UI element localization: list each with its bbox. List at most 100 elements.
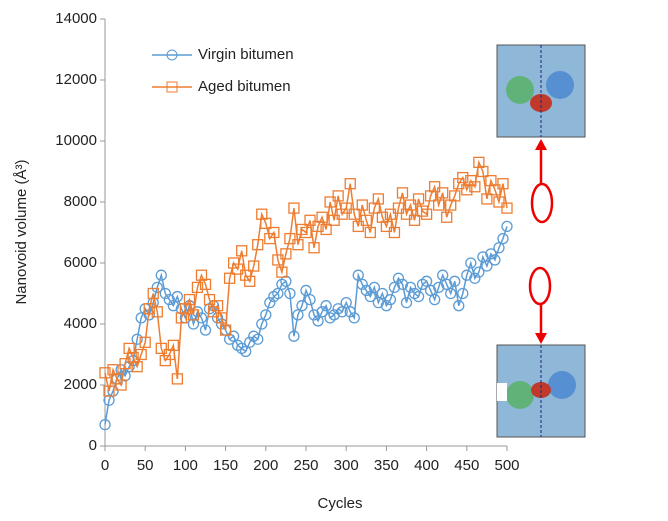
marker (139, 336, 151, 348)
marker (167, 339, 179, 352)
marker (300, 284, 312, 297)
marker (497, 232, 509, 245)
marker (272, 287, 284, 300)
marker (115, 379, 127, 391)
marker (111, 373, 123, 385)
marker (264, 296, 276, 309)
marker (396, 278, 409, 291)
marker (388, 226, 401, 239)
marker (103, 394, 115, 406)
marker (304, 293, 316, 306)
marker (441, 278, 453, 291)
marker (364, 226, 376, 239)
x-tick-label: 250 (293, 457, 318, 474)
marker (199, 324, 212, 336)
marker (232, 263, 244, 275)
marker (292, 239, 304, 251)
marker (312, 315, 324, 327)
marker (252, 239, 264, 251)
marker (441, 211, 453, 223)
marker (469, 272, 481, 284)
marker (445, 287, 457, 300)
marker (159, 354, 171, 367)
marker (236, 245, 248, 257)
marker (384, 293, 397, 306)
marker (344, 306, 356, 318)
marker (296, 300, 308, 312)
marker (461, 269, 473, 281)
marker (107, 364, 119, 376)
inset-top (496, 44, 586, 138)
marker (433, 281, 445, 294)
legend-marker (166, 49, 178, 61)
marker (348, 312, 360, 324)
marker (175, 312, 188, 324)
marker (485, 248, 497, 260)
marker (485, 174, 497, 187)
marker (268, 226, 280, 239)
marker (449, 190, 461, 202)
x-tick-label: 200 (253, 457, 278, 474)
marker (167, 300, 179, 312)
marker (163, 348, 175, 361)
marker (424, 190, 437, 202)
legend-marker (166, 81, 178, 93)
marker (360, 214, 372, 226)
marker (332, 190, 344, 202)
marker (227, 257, 240, 269)
marker (388, 281, 401, 294)
marker (348, 208, 360, 220)
marker (344, 178, 356, 190)
marker (256, 208, 268, 220)
marker (424, 284, 437, 297)
inset-bottom (496, 344, 586, 438)
marker (288, 202, 300, 214)
marker (207, 306, 220, 318)
marker (457, 171, 469, 184)
marker (376, 287, 389, 300)
marker (171, 373, 184, 385)
x-tick-label: 400 (414, 457, 439, 474)
marker (244, 275, 256, 287)
marker (457, 287, 469, 300)
marker (272, 254, 284, 266)
marker (248, 260, 260, 272)
marker (264, 232, 276, 245)
marker (465, 174, 477, 187)
marker (340, 202, 352, 214)
series-line (104, 159, 508, 392)
marker (288, 330, 300, 342)
marker (308, 309, 320, 321)
marker (223, 272, 236, 284)
y-tick-label: 12000 (55, 71, 97, 88)
marker (469, 181, 481, 193)
marker (473, 156, 485, 169)
marker (312, 220, 324, 233)
marker (493, 196, 505, 208)
y-tick-label: 6000 (64, 254, 97, 271)
y-tick-label: 2000 (64, 376, 97, 393)
marker (352, 269, 364, 281)
marker (420, 208, 433, 220)
marker (151, 281, 163, 294)
marker (356, 199, 368, 211)
x-tick-label: 450 (454, 457, 479, 474)
marker (219, 324, 232, 336)
marker (372, 296, 385, 309)
marker (420, 275, 433, 287)
series (99, 220, 513, 431)
marker (103, 385, 115, 397)
marker (135, 312, 147, 324)
marker (428, 293, 441, 306)
marker (428, 181, 441, 193)
marker (147, 296, 159, 309)
marker (155, 269, 167, 281)
series (99, 156, 513, 397)
marker (461, 184, 473, 196)
marker (119, 370, 131, 382)
marker (352, 220, 364, 233)
marker (227, 330, 240, 342)
marker (147, 287, 159, 300)
marker (316, 306, 328, 318)
marker (384, 208, 397, 220)
